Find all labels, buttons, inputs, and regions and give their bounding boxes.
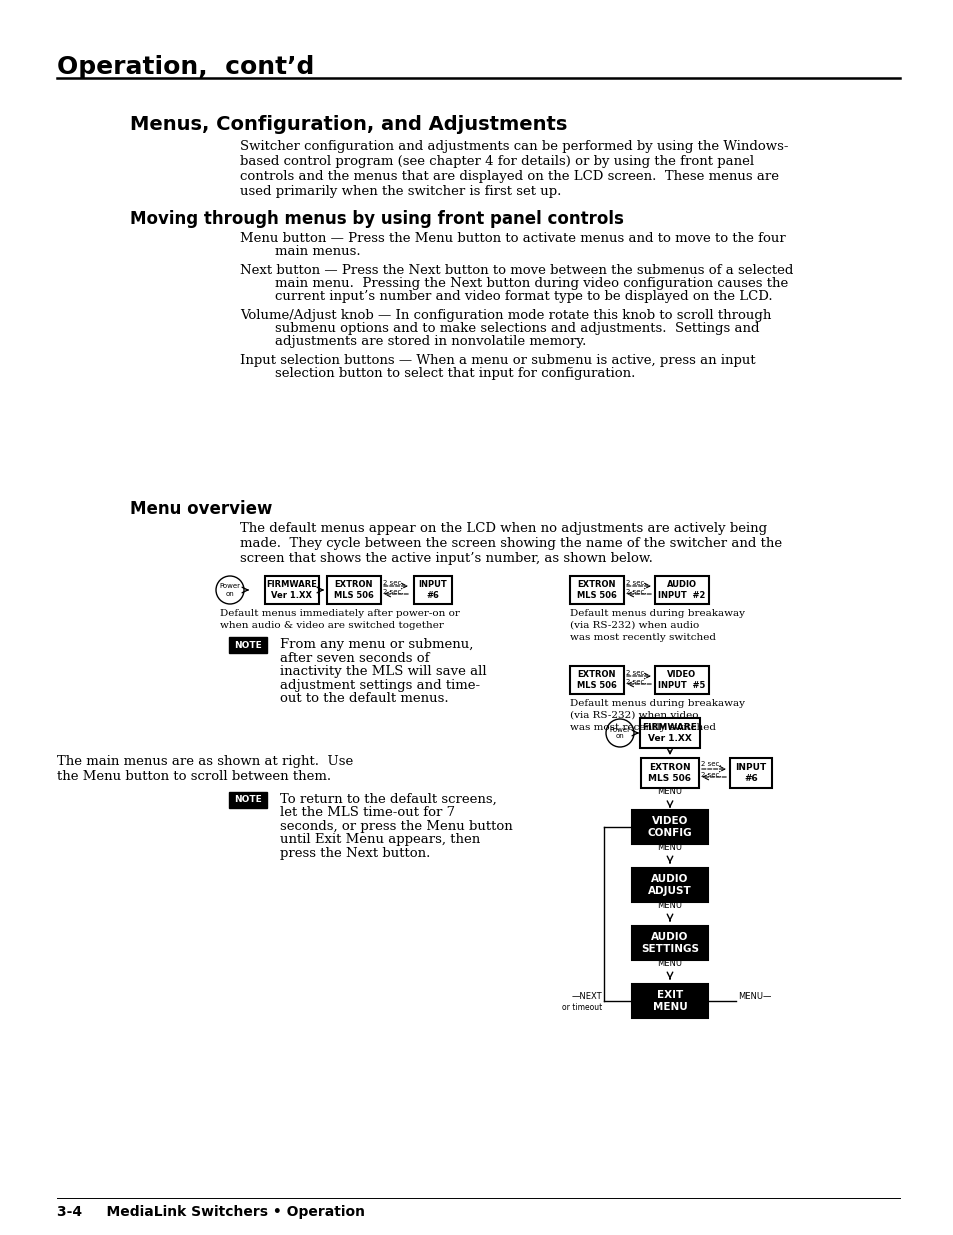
- Text: AUDIO
INPUT  #2: AUDIO INPUT #2: [658, 580, 705, 600]
- FancyBboxPatch shape: [655, 666, 708, 694]
- Text: 2 sec.: 2 sec.: [700, 761, 720, 767]
- Text: 2 sec.: 2 sec.: [625, 679, 646, 685]
- Text: Operation,  cont’d: Operation, cont’d: [57, 56, 314, 79]
- Text: based control program (see chapter 4 for details) or by using the front panel: based control program (see chapter 4 for…: [240, 156, 753, 168]
- Text: INPUT
#6: INPUT #6: [418, 580, 447, 600]
- Text: or timeout: or timeout: [561, 1003, 601, 1011]
- Text: was most recently switched: was most recently switched: [569, 722, 716, 732]
- Text: Power
on: Power on: [219, 583, 240, 597]
- Text: adjustments are stored in nonvolatile memory.: adjustments are stored in nonvolatile me…: [274, 335, 586, 348]
- Text: inactivity the MLS will save all: inactivity the MLS will save all: [280, 664, 486, 678]
- Text: 2 sec.: 2 sec.: [625, 589, 646, 595]
- Text: seconds, or press the Menu button: seconds, or press the Menu button: [280, 820, 512, 832]
- Text: The main menus are as shown at right.  Use: The main menus are as shown at right. Us…: [57, 755, 353, 768]
- Text: after seven seconds of: after seven seconds of: [280, 652, 429, 664]
- Text: (via RS-232) when video: (via RS-232) when video: [569, 711, 698, 720]
- Text: VIDEO
INPUT  #5: VIDEO INPUT #5: [658, 671, 705, 689]
- Text: the Menu button to scroll between them.: the Menu button to scroll between them.: [57, 769, 331, 783]
- Text: Menu overview: Menu overview: [130, 500, 273, 517]
- Text: EXTRON
MLS 506: EXTRON MLS 506: [577, 580, 617, 600]
- Text: Menus, Configuration, and Adjustments: Menus, Configuration, and Adjustments: [130, 115, 567, 135]
- Text: adjustment settings and time-: adjustment settings and time-: [280, 678, 479, 692]
- FancyBboxPatch shape: [327, 576, 380, 604]
- Text: Power
on: Power on: [609, 726, 630, 740]
- FancyBboxPatch shape: [265, 576, 318, 604]
- Text: —NEXT: —NEXT: [571, 992, 601, 1002]
- FancyBboxPatch shape: [229, 792, 267, 808]
- Text: submenu options and to make selections and adjustments.  Settings and: submenu options and to make selections a…: [274, 322, 759, 335]
- Text: Default menus during breakaway: Default menus during breakaway: [569, 609, 744, 618]
- FancyBboxPatch shape: [729, 758, 771, 788]
- Text: Volume/Adjust knob — In configuration mode rotate this knob to scroll through: Volume/Adjust knob — In configuration mo…: [240, 309, 771, 322]
- Text: MENU: MENU: [657, 787, 681, 797]
- Text: EXTRON
MLS 506: EXTRON MLS 506: [648, 763, 691, 783]
- Text: Moving through menus by using front panel controls: Moving through menus by using front pane…: [130, 210, 623, 228]
- Text: until Exit Menu appears, then: until Exit Menu appears, then: [280, 834, 479, 846]
- FancyBboxPatch shape: [414, 576, 452, 604]
- Text: AUDIO
ADJUST: AUDIO ADJUST: [647, 874, 691, 895]
- Text: current input’s number and video format type to be displayed on the LCD.: current input’s number and video format …: [274, 290, 772, 303]
- FancyBboxPatch shape: [631, 984, 707, 1018]
- Text: NOTE: NOTE: [233, 641, 262, 650]
- Text: 2 sec.: 2 sec.: [625, 671, 646, 676]
- Text: selection button to select that input for configuration.: selection button to select that input fo…: [274, 367, 635, 380]
- Text: EXTRON
MLS 506: EXTRON MLS 506: [334, 580, 374, 600]
- Text: used primarily when the switcher is first set up.: used primarily when the switcher is firs…: [240, 185, 560, 198]
- FancyBboxPatch shape: [639, 718, 700, 748]
- FancyBboxPatch shape: [229, 637, 267, 653]
- Text: NOTE: NOTE: [233, 795, 262, 804]
- Text: INPUT
#6: INPUT #6: [735, 763, 766, 783]
- Text: EXIT
MENU: EXIT MENU: [652, 990, 687, 1011]
- Text: MENU: MENU: [657, 844, 681, 852]
- Text: 2 sec.: 2 sec.: [625, 580, 646, 585]
- FancyBboxPatch shape: [631, 868, 707, 902]
- Text: Next button — Press the Next button to move between the submenus of a selected: Next button — Press the Next button to m…: [240, 264, 793, 277]
- Text: Default menus immediately after power-on or: Default menus immediately after power-on…: [220, 609, 459, 618]
- Text: 2 sec.: 2 sec.: [700, 772, 720, 778]
- Text: VIDEO
CONFIG: VIDEO CONFIG: [647, 816, 692, 837]
- FancyBboxPatch shape: [631, 926, 707, 960]
- Text: 3-4     MediaLink Switchers • Operation: 3-4 MediaLink Switchers • Operation: [57, 1205, 365, 1219]
- FancyBboxPatch shape: [655, 576, 708, 604]
- Text: Input selection buttons — When a menu or submenu is active, press an input: Input selection buttons — When a menu or…: [240, 354, 755, 367]
- FancyBboxPatch shape: [640, 758, 699, 788]
- Text: main menu.  Pressing the Next button during video configuration causes the: main menu. Pressing the Next button duri…: [274, 277, 787, 290]
- Text: To return to the default screens,: To return to the default screens,: [280, 793, 497, 806]
- Text: main menus.: main menus.: [274, 245, 360, 258]
- Text: made.  They cycle between the screen showing the name of the switcher and the: made. They cycle between the screen show…: [240, 537, 781, 550]
- Text: let the MLS time-out for 7: let the MLS time-out for 7: [280, 806, 455, 820]
- Text: MENU: MENU: [657, 902, 681, 910]
- Text: MENU: MENU: [657, 960, 681, 968]
- Text: screen that shows the active input’s number, as shown below.: screen that shows the active input’s num…: [240, 552, 652, 564]
- Text: 2 sec.: 2 sec.: [382, 589, 403, 595]
- Text: MENU—: MENU—: [738, 992, 771, 1002]
- Text: was most recently switched: was most recently switched: [569, 634, 716, 642]
- Text: Menu button — Press the Menu button to activate menus and to move to the four: Menu button — Press the Menu button to a…: [240, 232, 785, 245]
- Text: Default menus during breakaway: Default menus during breakaway: [569, 699, 744, 708]
- Text: Switcher configuration and adjustments can be performed by using the Windows-: Switcher configuration and adjustments c…: [240, 140, 788, 153]
- FancyBboxPatch shape: [569, 666, 623, 694]
- Text: FIRMWARE
Ver 1.XX: FIRMWARE Ver 1.XX: [642, 724, 697, 742]
- Text: The default menus appear on the LCD when no adjustments are actively being: The default menus appear on the LCD when…: [240, 522, 766, 535]
- Text: From any menu or submenu,: From any menu or submenu,: [280, 638, 473, 651]
- FancyBboxPatch shape: [569, 576, 623, 604]
- Text: (via RS-232) when audio: (via RS-232) when audio: [569, 621, 699, 630]
- Text: when audio & video are switched together: when audio & video are switched together: [220, 621, 443, 630]
- Text: press the Next button.: press the Next button.: [280, 847, 430, 860]
- Text: 2 sec.: 2 sec.: [382, 580, 403, 585]
- FancyBboxPatch shape: [631, 810, 707, 844]
- Text: FIRMWARE
Ver 1.XX: FIRMWARE Ver 1.XX: [266, 580, 317, 600]
- Text: controls and the menus that are displayed on the LCD screen.  These menus are: controls and the menus that are displaye…: [240, 170, 779, 183]
- Text: out to the default menus.: out to the default menus.: [280, 692, 448, 705]
- Text: AUDIO
SETTINGS: AUDIO SETTINGS: [640, 932, 699, 953]
- Text: EXTRON
MLS 506: EXTRON MLS 506: [577, 671, 617, 689]
